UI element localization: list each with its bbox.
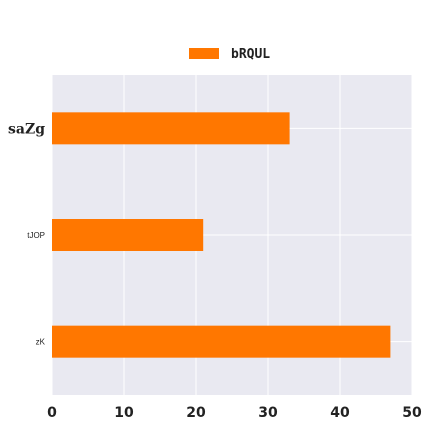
legend: bRQUL	[189, 47, 270, 62]
bars	[52, 112, 391, 358]
legend-swatch	[189, 48, 219, 59]
bar-tJOP	[52, 219, 204, 251]
category-label-1: tJOP	[27, 231, 45, 240]
category-label-0: saZg	[8, 121, 45, 137]
x-tick-label-3: 30	[258, 405, 278, 421]
category-label-2: zK	[36, 338, 46, 347]
bar-saZg	[52, 112, 290, 145]
x-tick-label-5: 50	[402, 405, 422, 421]
x-tick-label-1: 10	[114, 405, 134, 421]
y-axis-categories: saZg tJOP zK	[8, 121, 46, 346]
legend-label: bRQUL	[231, 47, 270, 62]
x-tick-label-4: 40	[330, 405, 350, 421]
x-tick-label-2: 20	[186, 405, 206, 421]
x-axis-ticks: 0 10 20 30 40 50	[47, 405, 422, 421]
x-tick-label-0: 0	[47, 405, 57, 421]
bar-zK	[52, 325, 391, 358]
